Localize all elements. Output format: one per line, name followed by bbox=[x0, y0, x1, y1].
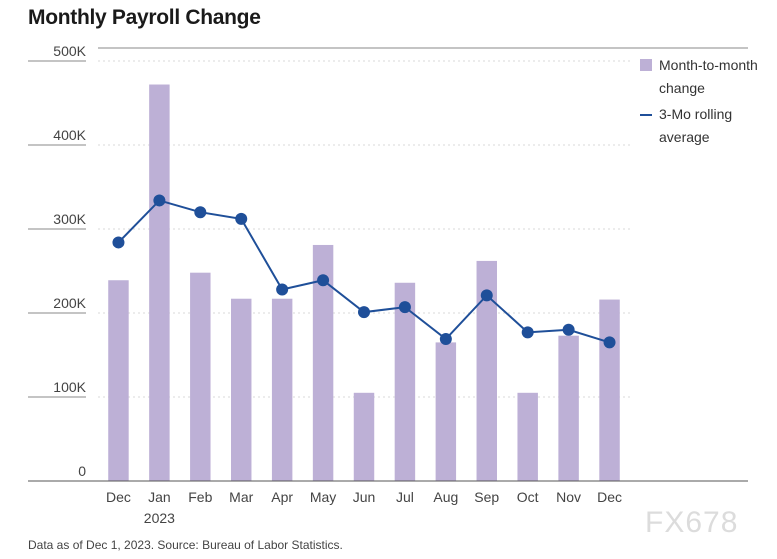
rolling-average-point bbox=[480, 289, 493, 302]
x-tick-label: Aug bbox=[433, 489, 458, 505]
chart-title: Monthly Payroll Change bbox=[28, 6, 261, 29]
y-tick-label: 300K bbox=[53, 211, 86, 227]
rolling-average-point bbox=[276, 283, 289, 296]
bar bbox=[149, 84, 170, 482]
x-tick-label: Sep bbox=[474, 489, 499, 505]
legend-bar-swatch bbox=[640, 59, 652, 71]
bar bbox=[476, 260, 497, 481]
footnote: Data as of Dec 1, 2023. Source: Bureau o… bbox=[28, 538, 343, 552]
bar bbox=[394, 282, 416, 481]
x-tick-label: Dec bbox=[597, 489, 622, 505]
rolling-average-point bbox=[603, 336, 616, 349]
y-tick-label: 400K bbox=[53, 127, 86, 143]
rolling-average-point bbox=[194, 206, 207, 219]
rolling-average-point bbox=[398, 301, 411, 314]
rolling-average-point bbox=[521, 326, 534, 339]
legend-item-line: 3-Mo rolling average bbox=[640, 103, 770, 149]
y-tick-label: 200K bbox=[53, 295, 86, 311]
legend-bar-label: Month-to-month change bbox=[659, 57, 758, 96]
x-tick-label: Feb bbox=[188, 489, 212, 505]
rolling-average-point bbox=[153, 194, 166, 207]
x-tick-label: Jul bbox=[396, 489, 414, 505]
legend-line-label: 3-Mo rolling average bbox=[659, 106, 733, 145]
rolling-average-point bbox=[358, 306, 370, 319]
bar bbox=[271, 298, 293, 481]
bar bbox=[599, 299, 620, 481]
legend: Month-to-month change 3-Mo rolling avera… bbox=[640, 54, 770, 152]
watermark: FX678 bbox=[645, 506, 739, 539]
rolling-average-point bbox=[112, 236, 125, 249]
bar bbox=[190, 272, 211, 481]
y-tick-label: 100K bbox=[53, 379, 86, 395]
bar bbox=[517, 392, 538, 481]
bar bbox=[558, 335, 579, 481]
x-tick-label: Nov bbox=[556, 489, 581, 505]
x-tick-label: Jan bbox=[148, 489, 171, 505]
x-tick-label: Apr bbox=[271, 489, 293, 505]
rolling-average-point bbox=[439, 333, 452, 346]
legend-item-bar: Month-to-month change bbox=[640, 54, 770, 100]
x-tick-label: May bbox=[310, 489, 336, 505]
bar bbox=[435, 342, 457, 481]
x-tick-label: Mar bbox=[229, 489, 253, 505]
y-tick-label: 0 bbox=[78, 463, 86, 479]
y-tick-label: 500K bbox=[53, 43, 86, 59]
rolling-average-point bbox=[562, 323, 575, 336]
rolling-average-point bbox=[235, 212, 248, 225]
x-tick-label: Jun bbox=[353, 489, 376, 505]
x-tick-label: Oct bbox=[517, 489, 539, 505]
rolling-average-point bbox=[317, 274, 330, 287]
bar bbox=[231, 298, 252, 481]
bar bbox=[353, 392, 375, 481]
bar bbox=[108, 280, 129, 481]
x-tick-label: Dec bbox=[106, 489, 131, 505]
x-tick-sublabel: 2023 bbox=[144, 510, 175, 526]
bar bbox=[312, 244, 334, 481]
legend-line-swatch bbox=[640, 114, 652, 116]
